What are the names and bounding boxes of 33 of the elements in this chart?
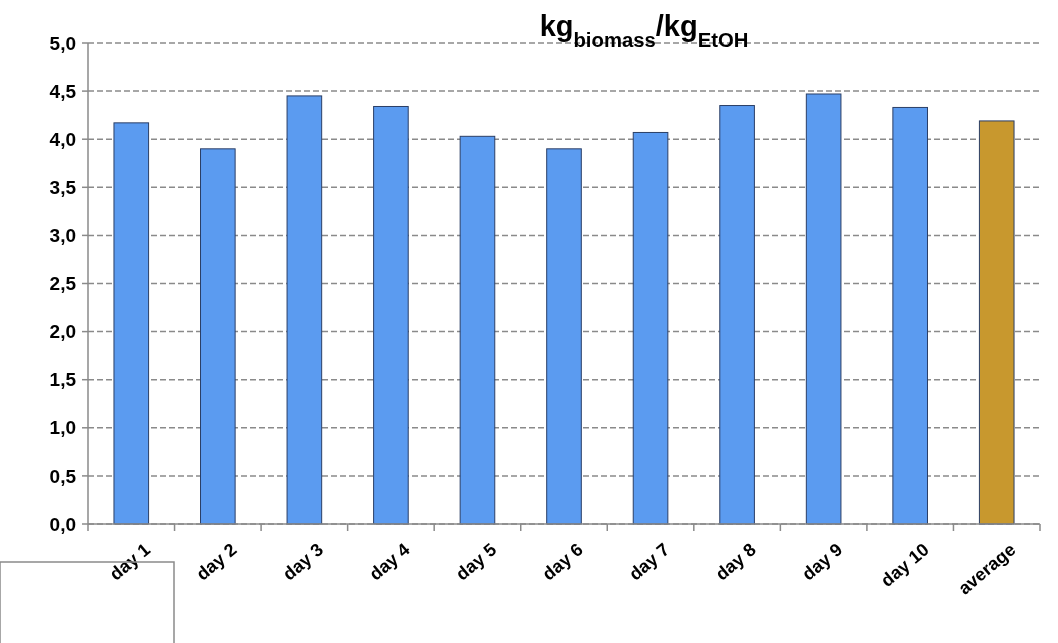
y-tick-label: 0,5 bbox=[49, 465, 77, 487]
bar bbox=[978, 120, 1015, 525]
bar bbox=[719, 105, 755, 525]
bar bbox=[892, 106, 928, 525]
bar bbox=[200, 148, 236, 525]
y-tick-label: 2,5 bbox=[49, 273, 77, 295]
x-tick-label: day 8 bbox=[711, 539, 760, 585]
x-tick-label: day 6 bbox=[538, 539, 587, 585]
y-tick-label: 3,0 bbox=[49, 225, 76, 247]
x-tick-label: day 7 bbox=[625, 539, 674, 585]
y-tick-label: 3,5 bbox=[49, 176, 77, 198]
x-tick-label: day 4 bbox=[365, 539, 414, 585]
bar bbox=[805, 93, 842, 525]
y-tick-label: 2,0 bbox=[49, 321, 76, 343]
bar bbox=[113, 122, 150, 525]
y-tick-label: 4,0 bbox=[49, 128, 76, 150]
bar bbox=[286, 95, 323, 525]
bar bbox=[546, 148, 582, 525]
y-tick-label: 1,5 bbox=[49, 369, 77, 391]
y-tick-label: 4,5 bbox=[49, 80, 77, 102]
bar bbox=[632, 131, 669, 525]
x-tick-label: day 1 bbox=[105, 539, 154, 585]
x-tick-label: day 2 bbox=[192, 539, 241, 585]
chart-title: kg$_{biomass}$/kg$_{EtOH}$ bbox=[539, 10, 749, 51]
x-tick-label: day 10 bbox=[877, 539, 933, 591]
bar bbox=[459, 135, 496, 525]
x-tick-label: day 5 bbox=[452, 539, 501, 585]
x-tick-label: day 3 bbox=[278, 539, 328, 585]
y-tick-label: 5,0 bbox=[49, 32, 76, 54]
bar bbox=[373, 105, 409, 525]
y-tick-label: 0,0 bbox=[49, 513, 76, 535]
y-tick-label: 1,0 bbox=[49, 417, 76, 439]
x-tick-label: day 9 bbox=[798, 539, 847, 585]
